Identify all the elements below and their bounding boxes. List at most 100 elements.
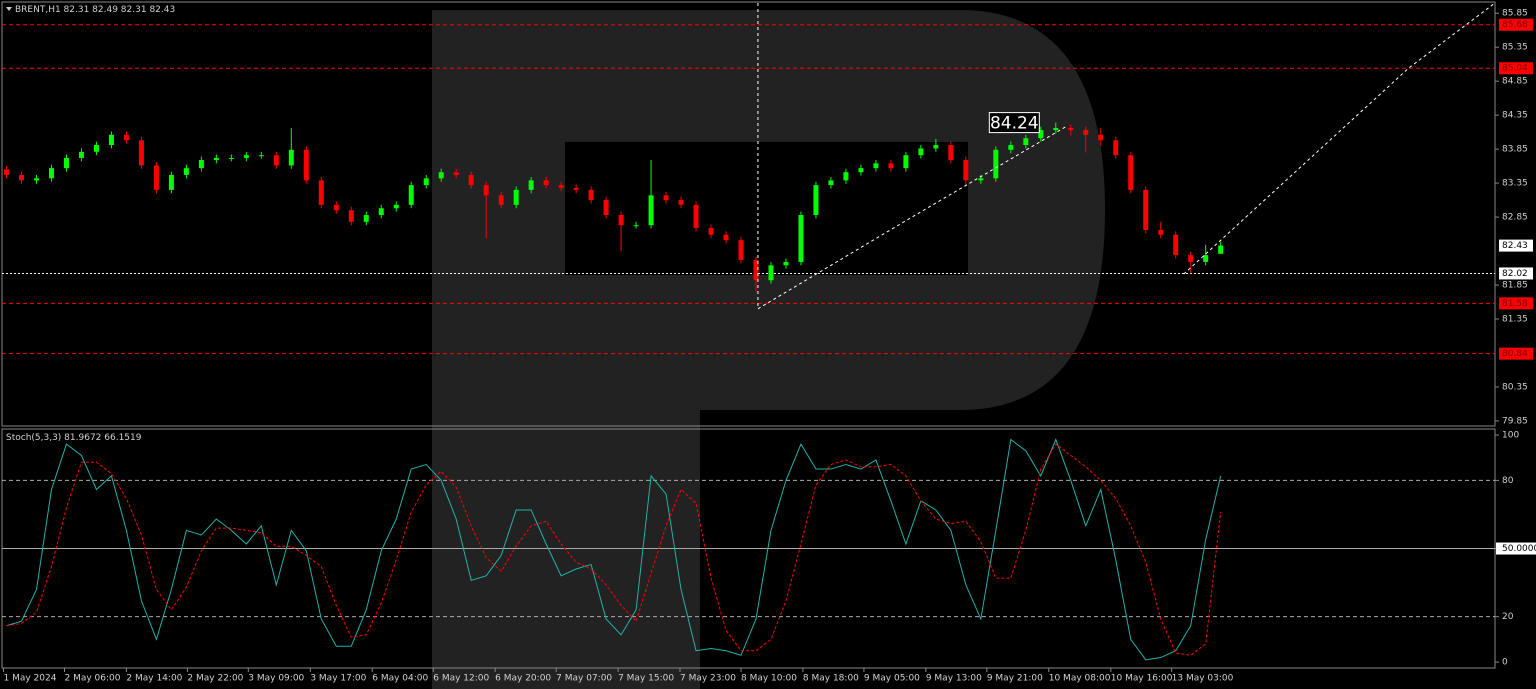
candle-body — [243, 155, 249, 158]
y-tick-label: 83.85 — [1502, 145, 1528, 155]
level-label: 81.58 — [1502, 299, 1528, 309]
y-tick-label: 50.0000 — [1502, 544, 1536, 554]
candle-body — [1173, 234, 1179, 256]
x-tick-label: 9 May 13:00 — [926, 674, 982, 684]
candle-body — [1098, 134, 1104, 141]
candle-body — [303, 149, 309, 181]
candle-body — [633, 225, 639, 227]
candle-body — [153, 165, 159, 190]
candle-body — [738, 240, 744, 260]
candle-body — [423, 178, 429, 186]
candle-body — [18, 174, 24, 181]
candle-body — [183, 168, 189, 175]
y-tick-label: 82.85 — [1502, 213, 1528, 223]
x-tick-label: 10 May 16:00 — [1111, 674, 1173, 684]
candle-body — [963, 159, 969, 181]
candle-body — [648, 195, 654, 226]
y-tick-label: 79.85 — [1502, 416, 1528, 426]
candle-body — [828, 180, 834, 186]
y-tick-label: 85.85 — [1502, 9, 1528, 19]
candle-body — [318, 180, 324, 205]
x-tick-label: 9 May 21:00 — [987, 674, 1043, 684]
y-tick-label: 0 — [1502, 658, 1508, 668]
candle-body — [408, 185, 414, 205]
candle-body — [123, 134, 129, 141]
candle-body — [3, 169, 9, 175]
x-tick-label: 9 May 05:00 — [864, 674, 920, 684]
candle-body — [483, 185, 489, 196]
candle-body — [1203, 255, 1209, 262]
candle-body — [1188, 255, 1194, 262]
candle-body — [168, 174, 174, 190]
stoch-line — [6, 438, 1222, 661]
candle-body — [333, 204, 339, 211]
candle-body — [978, 178, 984, 181]
y-tick-label: 84.35 — [1502, 111, 1528, 121]
candle-body — [543, 180, 549, 186]
x-tick-label: 7 May 23:00 — [680, 674, 736, 684]
candle-body — [708, 227, 714, 235]
y-tick-label: 81.35 — [1502, 314, 1528, 324]
candle-body — [63, 157, 69, 169]
candle-body — [918, 148, 924, 156]
candle-body — [843, 172, 849, 181]
candle-body — [33, 178, 39, 181]
candle-body — [693, 204, 699, 228]
level-label-box — [1499, 62, 1533, 75]
stoch-title: Stoch(5,3,3) 81.9672 66.1519 — [6, 433, 142, 443]
candle-body — [1038, 130, 1044, 139]
candle-body — [858, 168, 864, 173]
candle-body — [528, 180, 534, 190]
candle-body — [288, 149, 294, 166]
candle-body — [798, 215, 804, 262]
candle-body — [1143, 189, 1149, 230]
watermark-logo — [432, 10, 1105, 689]
x-tick-label: 2 May 22:00 — [187, 674, 243, 684]
bid-label-box — [1499, 239, 1533, 252]
x-tick-label: 6 May 20:00 — [495, 674, 551, 684]
candle-body — [663, 195, 669, 201]
x-tick-label: 7 May 07:00 — [556, 674, 612, 684]
y-tick-label-box — [1496, 542, 1536, 555]
annotation-box — [988, 112, 1040, 134]
y-tick-label: 80.35 — [1502, 382, 1528, 392]
x-tick-label: 6 May 12:00 — [433, 674, 489, 684]
x-tick-label: 1 May 2024 — [3, 674, 56, 684]
x-tick-label: 2 May 14:00 — [126, 674, 182, 684]
candle-body — [558, 185, 564, 188]
level-label-box — [1499, 18, 1533, 31]
y-tick-label: 85.35 — [1502, 43, 1528, 53]
y-tick-label: 20 — [1502, 612, 1514, 622]
level-label: 85.04 — [1502, 64, 1528, 74]
candle-body — [213, 157, 219, 160]
candle-body — [993, 149, 999, 179]
x-tick-label: 3 May 09:00 — [248, 674, 304, 684]
candle-body — [108, 134, 114, 146]
candle-body — [1008, 145, 1014, 150]
candle-body — [933, 145, 939, 149]
candle-body — [498, 195, 504, 205]
x-tick-label: 7 May 15:00 — [618, 674, 674, 684]
level-label: 80.84 — [1502, 349, 1528, 359]
y-tick-label: 84.85 — [1502, 77, 1528, 87]
candle-body — [753, 259, 759, 281]
y-tick-label: 80 — [1502, 476, 1514, 486]
candle-body — [768, 265, 774, 281]
bid-label: 82.43 — [1502, 241, 1528, 251]
candle-body — [138, 140, 144, 166]
candle-body — [78, 151, 84, 158]
candle-body — [363, 215, 369, 222]
candle-body — [93, 145, 99, 152]
x-tick-label: 13 May 03:00 — [1172, 674, 1234, 684]
x-tick-label: 10 May 08:00 — [1049, 674, 1111, 684]
candle-body — [678, 200, 684, 205]
candle-body — [1128, 155, 1134, 190]
x-tick-label: 6 May 04:00 — [372, 674, 428, 684]
candle-body — [903, 155, 909, 169]
pane-toggle[interactable] — [6, 7, 12, 11]
candle-body — [453, 172, 459, 175]
candle-body — [1023, 138, 1029, 146]
candle-body — [468, 174, 474, 186]
